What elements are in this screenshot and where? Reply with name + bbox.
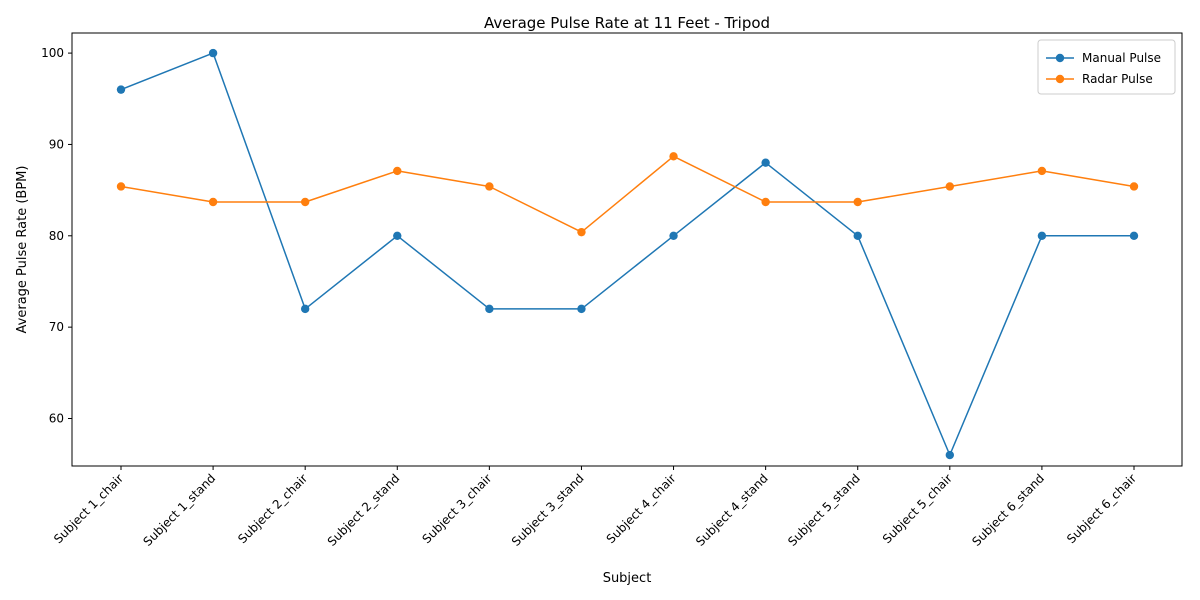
data-point xyxy=(1129,231,1139,240)
x-tick-label: Subject 1_stand xyxy=(141,471,219,549)
data-point xyxy=(1037,166,1047,176)
data-point xyxy=(761,197,770,207)
x-tick-label: Subject 3_chair xyxy=(419,471,494,546)
chart-title: Average Pulse Rate at 11 Feet - Tripod xyxy=(484,14,770,32)
data-point xyxy=(393,166,402,176)
series-layer xyxy=(116,48,1139,460)
x-axis-label: Subject xyxy=(603,571,652,586)
x-tick-label: Subject 5_stand xyxy=(785,471,863,549)
data-point xyxy=(300,197,310,207)
series-line xyxy=(120,155,1135,233)
legend-label: Radar Pulse xyxy=(1082,72,1153,86)
legend-label: Manual Pulse xyxy=(1082,51,1161,65)
data-point xyxy=(945,450,955,460)
data-point xyxy=(1129,182,1139,191)
x-tick-label: Subject 6_stand xyxy=(969,471,1047,549)
data-point xyxy=(577,227,586,237)
data-point xyxy=(485,304,494,314)
x-tick-label: Subject 3_stand xyxy=(509,471,587,549)
legend-marker xyxy=(1055,74,1065,84)
data-point xyxy=(208,48,218,58)
y-tick-label: 80 xyxy=(49,229,64,243)
data-point xyxy=(669,152,678,161)
x-tick-label: Subject 4_stand xyxy=(693,471,771,549)
y-tick-label: 90 xyxy=(49,137,64,151)
plot-area xyxy=(71,32,1183,467)
x-tick-label: Subject 1_chair xyxy=(51,471,126,546)
series-2 xyxy=(116,152,1139,237)
y-tick-label: 70 xyxy=(49,320,64,334)
legend: Manual Pulse Radar Pulse xyxy=(1037,39,1176,95)
data-point xyxy=(485,182,494,191)
x-tick-label: Subject 6_chair xyxy=(1064,471,1139,546)
data-point xyxy=(300,304,310,314)
data-point xyxy=(116,85,126,94)
legend-marker xyxy=(1055,53,1065,63)
data-point xyxy=(208,197,218,207)
x-tick-label: Subject 4_chair xyxy=(604,471,679,546)
y-tick-label: 100 xyxy=(41,46,64,60)
data-point xyxy=(393,231,402,240)
x-tick-label: Subject 5_chair xyxy=(880,471,955,546)
plot-frame xyxy=(71,32,1183,467)
series-1 xyxy=(116,48,1139,460)
y-axis: 60 70 80 90 100 xyxy=(41,46,72,425)
data-point xyxy=(853,197,862,207)
y-axis-label: Average Pulse Rate (BPM) xyxy=(15,166,30,334)
data-point xyxy=(945,182,955,191)
data-point xyxy=(669,231,678,240)
data-point xyxy=(1037,231,1047,240)
y-tick-label: 60 xyxy=(49,411,64,425)
legend-frame xyxy=(1037,39,1176,95)
series-line xyxy=(120,52,1134,456)
data-point xyxy=(761,158,770,167)
x-axis: Subject 1_chair Subject 1_stand Subject 2_… xyxy=(51,466,1139,549)
data-point xyxy=(116,182,126,191)
data-point xyxy=(853,231,862,240)
x-tick-label: Subject 2_chair xyxy=(235,471,310,546)
data-point xyxy=(577,304,586,314)
x-tick-label: Subject 2_stand xyxy=(325,471,403,549)
